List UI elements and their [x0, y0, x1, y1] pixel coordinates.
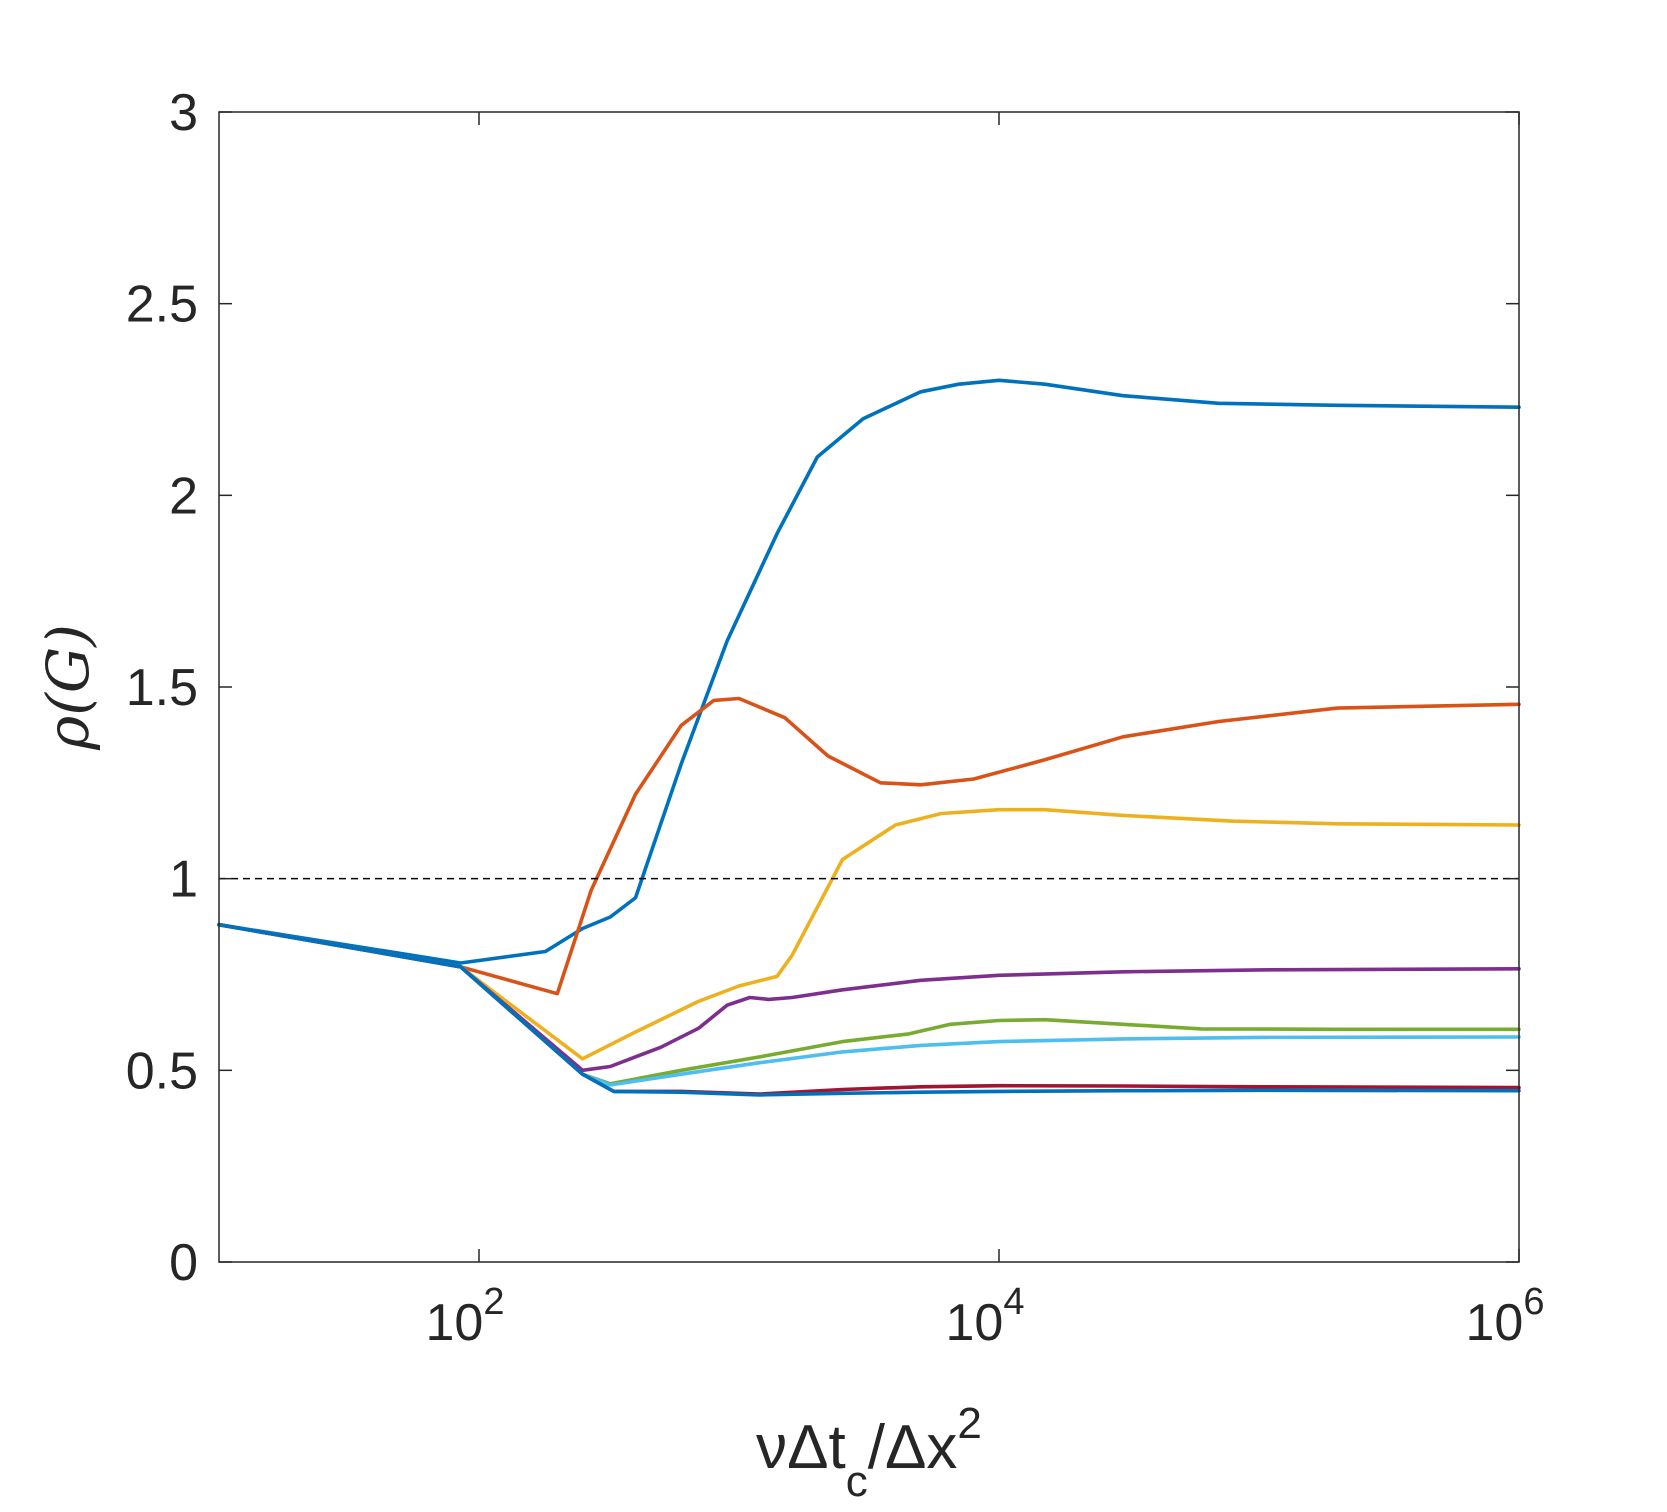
x-axis-label: νΔtc/Δx2 — [756, 1399, 982, 1506]
x-axis-label-prefix: νΔt — [756, 1413, 846, 1482]
y-tick-label: 2 — [169, 467, 198, 525]
series-line-8 — [217, 922, 1521, 1097]
series-line-4 — [217, 922, 1521, 1073]
x-tick-label: 102 — [426, 1281, 505, 1352]
y-tick-label: 1.5 — [126, 659, 198, 717]
series-line-2 — [217, 696, 1521, 996]
y-tick-label: 0.5 — [126, 1042, 198, 1100]
series-layer — [217, 378, 1521, 1097]
series-line-1 — [217, 378, 1521, 965]
x-tick-label: 106 — [1466, 1281, 1545, 1352]
y-tick-label: 3 — [169, 84, 198, 142]
y-axis-label: ρ(G) — [34, 624, 102, 751]
plot-area — [219, 112, 1519, 1262]
x-tick-label: 104 — [946, 1281, 1025, 1352]
tick-layer: 0 0.5 1 1.5 2 2.5 3 102 104 106 — [126, 84, 1545, 1352]
x-axis-label-superscript: 2 — [957, 1399, 981, 1448]
series-line-3 — [217, 807, 1521, 1061]
x-axis-label-subscript: c — [846, 1457, 868, 1506]
y-tick-label: 0 — [169, 1234, 198, 1292]
y-tick-label: 1 — [169, 851, 198, 909]
x-axis-label-middle: /Δx — [868, 1413, 958, 1482]
y-tick-label: 2.5 — [126, 276, 198, 334]
